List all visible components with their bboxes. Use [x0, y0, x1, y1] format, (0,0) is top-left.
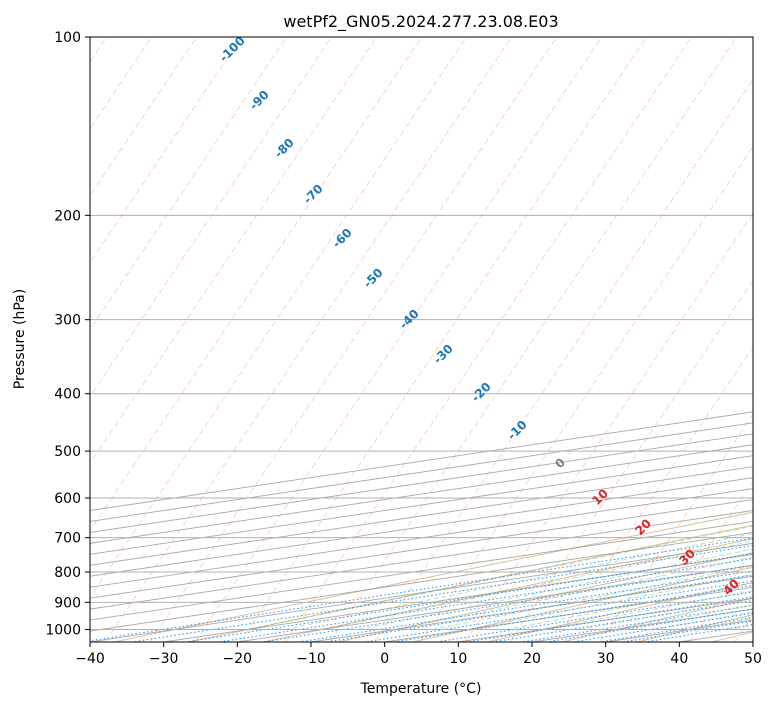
plot-frame	[89, 36, 754, 643]
chart-title: wetPf2_GN05.2024.277.23.08.E03	[283, 12, 558, 32]
mixing-ratio-line	[365, 580, 753, 642]
moist-adiabat-line	[505, 582, 753, 630]
x-tick-label: 10	[449, 651, 467, 667]
dry-adiabat-line	[263, 538, 753, 642]
y-tick-label: 200	[54, 208, 81, 224]
isotherm-line	[90, 444, 753, 544]
moist-adiabat-line	[321, 540, 753, 630]
isotherm-line	[90, 510, 753, 610]
y-tick-label: 100	[54, 30, 81, 46]
x-tick-label: −40	[75, 651, 105, 667]
dry-adiabat-line	[188, 524, 753, 642]
isotherm-line	[90, 499, 753, 599]
y-tick-label: 700	[54, 531, 81, 547]
x-tick-label: −30	[149, 651, 179, 667]
y-tick-label: 500	[54, 444, 81, 460]
isotherm-line	[90, 520, 753, 621]
isotherm-line	[90, 466, 753, 566]
y-tick-label: 1000	[45, 622, 81, 638]
y-tick-label: 900	[54, 595, 81, 611]
x-tick-label: 20	[523, 651, 541, 667]
x-tick-label: −10	[296, 651, 326, 667]
x-tick-label: 50	[744, 651, 762, 667]
isotherm-line	[90, 477, 753, 577]
pressure-gridlines	[90, 37, 753, 630]
mixing-ratio-line	[299, 570, 753, 642]
x-tick-label: 0	[380, 651, 389, 667]
isotherm-line	[90, 455, 753, 555]
moist-adiabat-line	[469, 573, 753, 630]
x-axis-label: Temperature (°C)	[360, 681, 482, 697]
y-tick-label: 800	[54, 565, 81, 581]
x-tick-label: 40	[670, 651, 688, 667]
mixing-ratio-line	[90, 537, 753, 642]
mixing-ratio-line	[185, 553, 753, 642]
y-tick-label: 400	[54, 387, 81, 403]
x-tick-label: 30	[597, 651, 615, 667]
isotherm-line	[90, 488, 753, 588]
dry-adiabat-line	[114, 511, 753, 642]
y-tick-label: 600	[54, 491, 81, 507]
x-tick-label: −20	[223, 651, 253, 667]
isotherm-line	[90, 531, 753, 632]
moist-adiabat-line	[432, 565, 753, 630]
axes: −40 −30 −20 −10 0 10 20 30 40 50 100 200 300 400 500 60…	[45, 30, 762, 667]
y-tick-label: 300	[54, 313, 81, 329]
y-axis-label: Pressure (hPa)	[12, 289, 28, 389]
